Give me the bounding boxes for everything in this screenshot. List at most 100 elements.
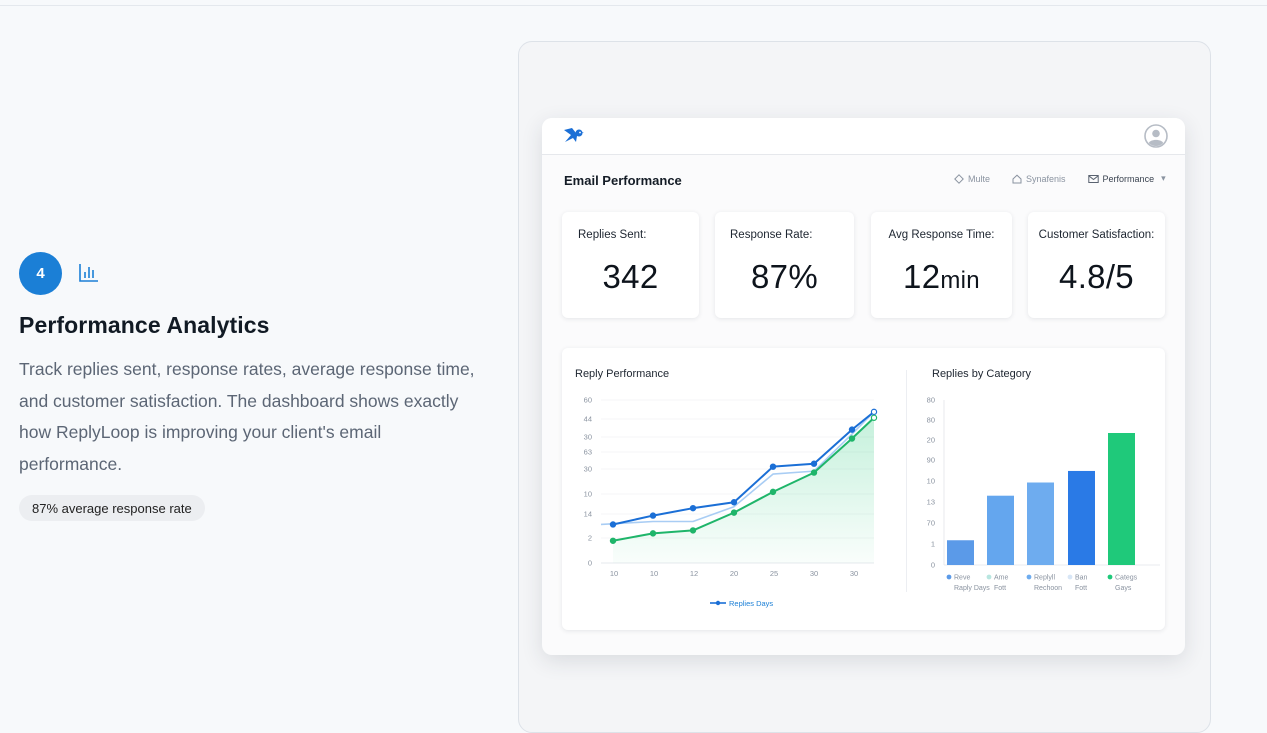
bar-y-tick-label: 20 — [927, 436, 935, 445]
line-x-tick-label: 20 — [730, 569, 738, 578]
blue-series-point — [730, 499, 738, 506]
dashboard-nav: Multe Synafenis Performance ▾ — [954, 173, 1166, 184]
line-y-tick-label: 14 — [584, 510, 592, 519]
home-icon — [1012, 174, 1022, 183]
line-y-tick-label: 30 — [584, 465, 592, 474]
stat-card-customer-satisfaction: Customer Satisfaction: 4.8/5 — [1028, 212, 1165, 318]
dashboard-header — [542, 118, 1185, 155]
bar-chart-title: Replies by Category — [932, 368, 1032, 380]
bar-y-tick-label: 0 — [931, 561, 935, 570]
line-y-tick-label: 44 — [584, 415, 592, 424]
stat-card-replies-sent: Replies Sent: 342 — [562, 212, 699, 318]
green-series-point — [769, 488, 777, 496]
nav-label: Synafenis — [1026, 173, 1066, 184]
blue-series-point — [609, 521, 617, 528]
green-series-point — [609, 537, 617, 544]
bar-chart-icon — [78, 262, 100, 284]
bar-category-sublabel: Gays — [1115, 585, 1132, 592]
bar-legend-dot — [1026, 574, 1032, 580]
nav-label: Performance — [1102, 173, 1155, 184]
nav-label: Multe — [968, 173, 991, 184]
step-number-badge: 4 — [19, 252, 62, 295]
green-series-point — [730, 509, 738, 516]
nav-item-performance[interactable]: Performance ▾ — [1087, 173, 1166, 184]
chevron-down-icon: ▾ — [1161, 173, 1166, 183]
bar-legend-dot — [1107, 574, 1113, 580]
line-y-tick-label: 63 — [584, 448, 592, 457]
green-series-line — [612, 417, 875, 542]
panel-divider — [906, 370, 907, 592]
blue-series-point — [649, 512, 657, 519]
blue-series-point — [769, 463, 777, 470]
bar-y-tick-label: 90 — [927, 456, 935, 465]
bar-category-sublabel: Rechoon — [1034, 585, 1062, 592]
stat-value: 4.8/5 — [1059, 258, 1134, 295]
line-y-tick-label: 60 — [584, 396, 592, 405]
line-y-tick-label: 2 — [588, 534, 592, 543]
mail-icon — [1087, 174, 1099, 183]
green-series-point — [689, 527, 697, 534]
feature-title: Performance Analytics — [19, 312, 270, 338]
bar-category-label: Categs — [1115, 575, 1138, 582]
user-avatar-icon[interactable] — [1144, 124, 1168, 148]
bar-replyll — [1027, 482, 1054, 565]
bar-category-sublabel: Fott — [994, 585, 1006, 592]
stat-label: Customer Satisfaction: — [1038, 229, 1155, 241]
bar-y-tick-label: 10 — [927, 477, 935, 486]
blue-series-point — [848, 426, 856, 433]
stat-label: Response Rate: — [730, 229, 813, 241]
blue-series-point — [870, 408, 878, 416]
bar-ame — [987, 495, 1014, 565]
stat-card-avg-response-time: Avg Response Time: 12min — [871, 212, 1012, 318]
line-x-tick-label: 30 — [850, 569, 858, 578]
bar-category-label: Replyll — [1034, 575, 1055, 582]
bar-ban — [1068, 470, 1095, 565]
bird-logo-icon[interactable] — [562, 126, 586, 146]
stat-value: 12min — [903, 258, 980, 295]
line-y-tick-label: 10 — [584, 490, 592, 499]
feature-description: Track replies sent, response rates, aver… — [19, 359, 475, 474]
bar-categs — [1108, 433, 1135, 565]
bar-y-tick-label: 80 — [927, 416, 935, 425]
light-blue-series-line — [600, 411, 875, 526]
green-series-point — [848, 435, 856, 442]
stat-value: 342 — [602, 258, 659, 295]
line-legend-dot — [715, 600, 721, 606]
bar-y-tick-label: 70 — [927, 519, 935, 528]
bar-category-label: Ban — [1075, 575, 1088, 582]
dashboard-card: Email Performance Multe Synafenis Perfor… — [542, 118, 1185, 655]
response-rate-pill: 87% average response rate — [19, 495, 205, 521]
blue-series-point — [810, 460, 818, 467]
bar-category-label: Reve — [954, 575, 970, 582]
top-divider — [0, 5, 1267, 6]
line-chart-title: Reply Performance — [575, 368, 670, 380]
bar-y-tick-label: 80 — [927, 396, 935, 405]
line-y-tick-label: 0 — [588, 559, 592, 568]
bar-category-sublabel: Fott — [1075, 585, 1087, 592]
dashboard-title: Email Performance — [564, 173, 682, 188]
line-x-tick-label: 30 — [810, 569, 818, 578]
bar-category-label: Ame — [994, 575, 1009, 582]
bar-legend-dot — [946, 574, 952, 580]
nav-item-multe[interactable]: Multe — [954, 174, 990, 184]
green-series-point — [870, 414, 878, 421]
nav-item-synafenis[interactable]: Synafenis — [1012, 174, 1066, 184]
line-x-tick-label: 12 — [690, 569, 698, 578]
blue-series-point — [689, 504, 697, 512]
line-x-tick-label: 25 — [770, 569, 778, 578]
green-series-point — [649, 530, 657, 537]
line-x-tick-label: 10 — [610, 569, 618, 578]
green-series-area — [613, 417, 874, 563]
blue-series-line — [612, 411, 875, 526]
bar-category-sublabel: Raply Days — [954, 585, 990, 592]
stat-label: Replies Sent: — [578, 229, 647, 241]
charts-panel: Reply Performance Replies by Category 60… — [562, 348, 1165, 630]
line-x-tick-label: 10 — [650, 569, 658, 578]
bar-y-tick-label: 13 — [927, 498, 935, 507]
line-legend-label: Replies Days — [729, 599, 773, 608]
stat-label: Avg Response Time: — [888, 229, 995, 241]
green-series-point — [810, 469, 818, 476]
bar-legend-dot — [986, 574, 992, 580]
bar-y-tick-label: 1 — [931, 540, 935, 549]
